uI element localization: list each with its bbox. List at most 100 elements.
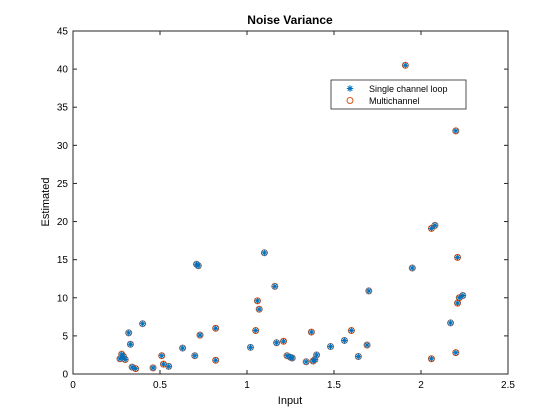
y-tick-label: 15: [57, 255, 69, 266]
asterisk-stroke: [150, 365, 156, 371]
data-point-single-channel-loop: [196, 331, 204, 339]
data-point-single-channel-loop: [308, 328, 315, 336]
asterisk-stroke: [127, 341, 134, 347]
y-tick-label: 10: [57, 293, 69, 304]
data-point-single-channel-loop: [341, 337, 348, 344]
y-tick-label: 25: [57, 179, 69, 190]
asterisk-stroke: [213, 325, 219, 331]
legend-label-single-channel-loop: Single channel loop: [369, 84, 448, 94]
asterisk-stroke: [195, 263, 201, 269]
asterisk-stroke: [247, 344, 254, 350]
y-tick-label: 40: [57, 65, 69, 76]
asterisk-stroke: [253, 327, 259, 334]
asterisk-stroke: [308, 329, 314, 335]
data-point-single-channel-loop: [247, 344, 254, 351]
data-point-single-channel-loop: [122, 356, 129, 363]
data-point-single-channel-loop: [254, 297, 261, 305]
y-tick-label: 0: [62, 370, 68, 381]
asterisk-stroke: [284, 353, 290, 359]
data-point-single-channel-loop: [428, 225, 435, 232]
data-point-single-channel-loop: [132, 365, 139, 372]
data-point-single-channel-loop: [125, 329, 132, 337]
asterisk-stroke: [409, 265, 415, 271]
legend: Single channel loop Multichannel: [330, 79, 467, 110]
x-tick-label: 1: [244, 380, 250, 391]
data-point-single-channel-loop: [452, 127, 459, 135]
data-point-single-channel-loop: [363, 341, 371, 349]
chart-title: Noise Variance: [247, 13, 333, 27]
data-point-single-channel-loop: [271, 283, 279, 290]
asterisk-stroke: [256, 306, 262, 312]
data-point-single-channel-loop: [179, 344, 186, 352]
asterisk-stroke: [159, 353, 165, 359]
data-point-single-channel-loop: [454, 299, 461, 307]
data-point-single-channel-loop: [165, 363, 172, 370]
x-tick-label: 1.5: [327, 380, 341, 391]
data-point-single-channel-loop: [302, 358, 310, 366]
asterisk-stroke: [261, 250, 268, 256]
y-axis-label: Estimated: [40, 178, 52, 227]
asterisk-stroke: [133, 366, 139, 372]
asterisk-stroke: [348, 327, 355, 334]
asterisk-stroke: [453, 128, 459, 134]
asterisk-stroke: [366, 288, 372, 294]
data-point-single-channel-loop: [212, 357, 219, 364]
asterisk-stroke: [192, 353, 198, 359]
data-point-single-channel-loop: [365, 287, 372, 295]
data-point-single-channel-loop: [348, 327, 355, 334]
asterisk-stroke: [453, 350, 459, 356]
data-point-single-channel-loop: [355, 353, 362, 360]
asterisk-stroke: [280, 338, 287, 344]
data-point-single-channel-loop: [255, 306, 263, 313]
asterisk-stroke: [428, 356, 435, 362]
y-tick-label: 20: [57, 217, 69, 228]
data-point-single-channel-loop: [456, 294, 463, 301]
asterisk-stroke: [454, 254, 461, 260]
asterisk-stroke: [341, 337, 348, 344]
asterisk-stroke: [454, 300, 461, 306]
data-point-single-channel-loop: [191, 352, 198, 359]
asterisk-stroke: [460, 292, 466, 299]
data-point-single-channel-loop: [447, 319, 454, 327]
asterisk-stroke: [197, 332, 203, 338]
asterisk-stroke: [364, 342, 370, 348]
asterisk-stroke: [456, 295, 462, 301]
data-point-single-channel-loop: [160, 360, 167, 368]
asterisk-stroke: [347, 85, 353, 92]
x-tick-label: 0.5: [153, 380, 167, 391]
asterisk-stroke: [355, 353, 361, 360]
asterisk-stroke: [129, 364, 135, 370]
y-tick-label: 45: [57, 27, 69, 38]
asterisk-stroke: [166, 363, 172, 369]
data-point-single-channel-loop: [273, 339, 280, 346]
data-point-single-channel-loop: [459, 292, 466, 299]
data-point-single-channel-loop: [289, 354, 296, 362]
data-point-single-channel-loop: [454, 254, 461, 261]
data-point-single-channel-loop: [431, 222, 439, 229]
asterisk-stroke: [313, 352, 320, 358]
data-point-single-channel-loop: [252, 327, 259, 334]
y-tick-label: 5: [62, 331, 68, 342]
asterisk-stroke: [273, 340, 280, 346]
data-point-single-channel-loop: [195, 262, 202, 269]
data-points: [116, 61, 467, 373]
data-point-single-channel-loop: [409, 264, 416, 272]
asterisk-stroke: [213, 357, 219, 363]
legend-marker-multichannel: [346, 97, 354, 104]
data-point-single-channel-loop: [158, 352, 165, 359]
asterisk-stroke: [254, 298, 261, 304]
data-point-single-channel-loop: [212, 325, 219, 332]
legend-label-multichannel: Multichannel: [369, 96, 420, 106]
data-point-single-channel-loop: [402, 62, 409, 69]
y-tick-label: 35: [57, 103, 69, 114]
asterisk-stroke: [303, 359, 309, 365]
legend-circle-icon: [346, 97, 354, 104]
asterisk-stroke: [402, 62, 408, 68]
data-point-single-channel-loop: [139, 320, 146, 327]
asterisk-stroke: [327, 343, 334, 350]
axis-ticks: 0 0.5 1 1.5 2 2.5 0 5 10 15 20 25 30 35 40 45: [57, 27, 516, 392]
data-point-single-channel-loop: [116, 355, 124, 362]
asterisk-stroke: [120, 353, 127, 360]
asterisk-stroke: [289, 355, 295, 361]
